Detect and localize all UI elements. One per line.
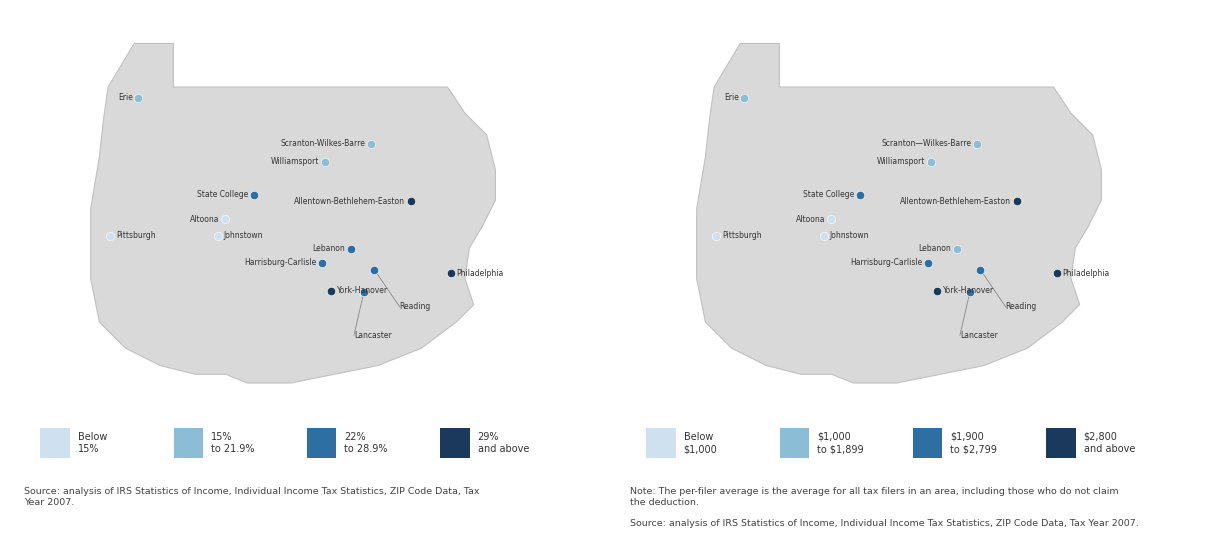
Text: $2,800
and above: $2,800 and above [1084,431,1134,454]
Text: York-Hanover: York-Hanover [943,286,994,295]
Bar [646,428,675,458]
Text: 22%
to 28.9%: 22% to 28.9% [344,431,388,454]
Polygon shape [697,44,1102,383]
Text: Philadelphia: Philadelphia [457,269,504,278]
Bar [913,428,942,458]
Text: $1,900
to $2,799: $1,900 to $2,799 [950,431,997,454]
Text: Source: analysis of IRS Statistics of Income, Individual Income Tax Statistics, : Source: analysis of IRS Statistics of In… [630,519,1139,528]
Text: Pittsburgh: Pittsburgh [116,231,155,240]
Bar [173,428,202,458]
Text: Altoona: Altoona [795,215,825,224]
Text: Altoona: Altoona [189,215,219,224]
Text: Allentown-Bethlehem-Easton: Allentown-Bethlehem-Easton [293,196,405,206]
Text: Lebanon: Lebanon [919,244,951,254]
Text: Erie: Erie [725,94,739,102]
Text: Reading: Reading [1006,302,1037,311]
Text: Lebanon: Lebanon [313,244,345,254]
Bar [307,428,336,458]
Text: Williamsport: Williamsport [270,157,319,166]
Text: Johnstown: Johnstown [829,231,869,240]
Text: Pittsburgh: Pittsburgh [722,231,761,240]
Text: 29%
and above: 29% and above [478,431,528,454]
Text: Source: analysis of IRS Statistics of Income, Individual Income Tax Statistics, : Source: analysis of IRS Statistics of In… [24,486,480,508]
Text: State College: State College [198,190,248,200]
Text: York-Hanover: York-Hanover [337,286,388,295]
Text: Allentown-Bethlehem-Easton: Allentown-Bethlehem-Easton [899,196,1011,206]
Text: $1,000
to $1,899: $1,000 to $1,899 [817,431,863,454]
Text: Erie: Erie [119,94,133,102]
Text: Reading: Reading [400,302,431,311]
Text: Below
15%: Below 15% [78,431,107,454]
Bar [779,428,808,458]
Polygon shape [91,44,496,383]
Text: Note: The per-filer average is the average for all tax filers in an area, includ: Note: The per-filer average is the avera… [630,486,1119,508]
Bar [40,428,69,458]
Text: Below
$1,000: Below $1,000 [684,431,718,454]
Bar [440,428,469,458]
Text: Harrisburg-Carlisle: Harrisburg-Carlisle [245,258,316,267]
Text: Lancaster: Lancaster [960,331,997,339]
Text: Lancaster: Lancaster [354,331,391,339]
Text: Philadelphia: Philadelphia [1063,269,1110,278]
Text: Scranton-Wilkes-Barre: Scranton-Wilkes-Barre [281,139,366,148]
Text: 15%
to 21.9%: 15% to 21.9% [211,431,255,454]
Text: Williamsport: Williamsport [876,157,925,166]
Bar [1046,428,1075,458]
Text: Harrisburg-Carlisle: Harrisburg-Carlisle [851,258,922,267]
Text: Johnstown: Johnstown [223,231,263,240]
Text: State College: State College [804,190,854,200]
Text: Scranton—Wilkes-Barre: Scranton—Wilkes-Barre [882,139,972,148]
